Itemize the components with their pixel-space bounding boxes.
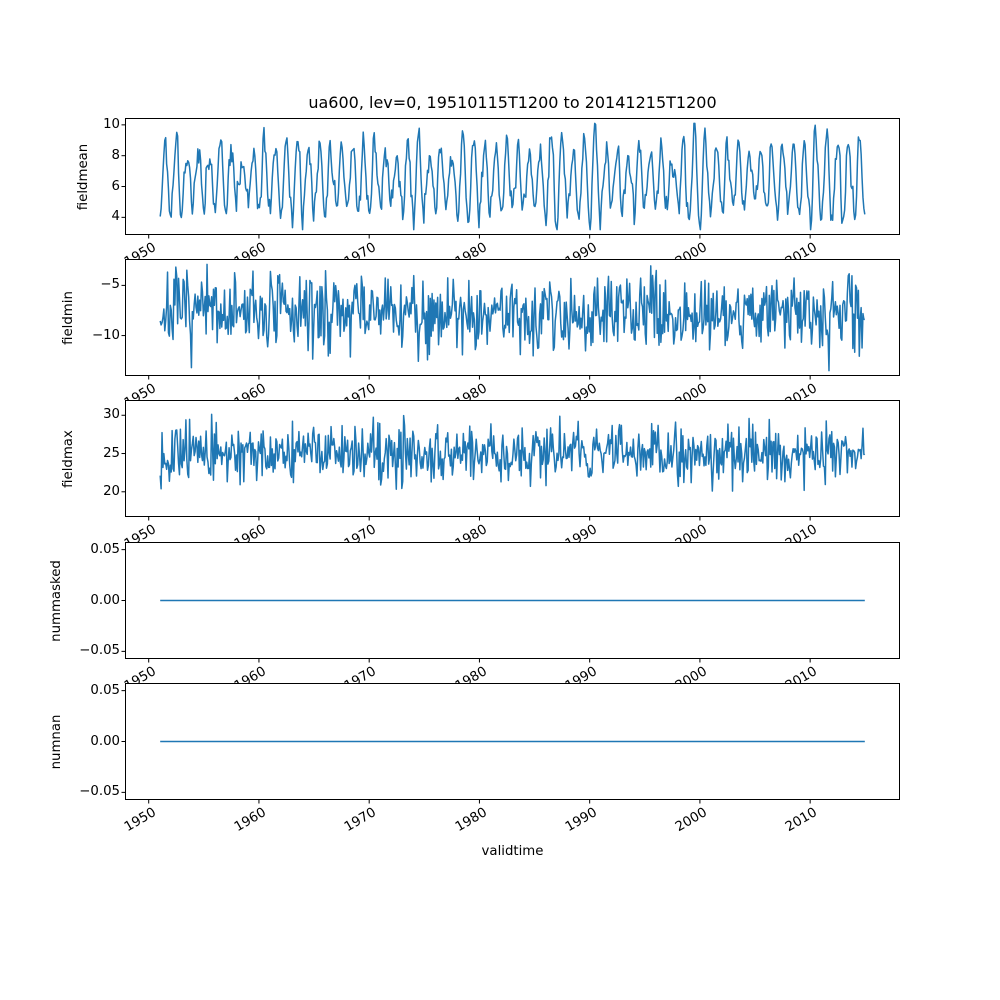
fieldmean-plot bbox=[121, 118, 900, 239]
fieldmin-line bbox=[159, 263, 865, 372]
x-tick-label: 1950 bbox=[121, 805, 159, 836]
y-tick-label: −0.05 bbox=[79, 784, 120, 800]
numnan-plot bbox=[121, 683, 900, 804]
y-tick-label: −10 bbox=[91, 327, 120, 343]
x-axis-label: validtime bbox=[481, 844, 544, 859]
axes-spines bbox=[125, 542, 900, 659]
y-tick-label: 0.00 bbox=[90, 592, 120, 608]
x-tick-label: 1980 bbox=[452, 805, 490, 836]
y-axis-label-fieldmin: fieldmin bbox=[61, 290, 76, 345]
axes-spines bbox=[125, 118, 900, 235]
y-tick-label: −5 bbox=[100, 277, 120, 293]
subplot-fieldmean-axes bbox=[121, 118, 900, 239]
subplot-nummasked-axes bbox=[121, 542, 900, 663]
fieldmin-plot bbox=[121, 259, 900, 380]
y-tick-label: −0.05 bbox=[79, 643, 120, 659]
y-tick-label: 30 bbox=[103, 407, 120, 423]
y-axis-label-nummasked: nummasked bbox=[49, 559, 64, 642]
y-axis-label-numnan: numnan bbox=[49, 714, 64, 769]
y-axis-label-fieldmax: fieldmax bbox=[61, 429, 76, 488]
axes-spines bbox=[125, 259, 900, 376]
subplot-fieldmax-axes bbox=[121, 400, 900, 521]
y-tick-label: 4 bbox=[111, 209, 120, 225]
y-tick-label: 10 bbox=[103, 116, 120, 132]
subplot-numnan-axes bbox=[121, 683, 900, 804]
y-tick-label: 0.05 bbox=[90, 541, 120, 557]
y-tick-label: 20 bbox=[103, 483, 120, 499]
fieldmean-line bbox=[159, 122, 866, 231]
axes-spines bbox=[125, 400, 900, 517]
x-tick-label: 2000 bbox=[673, 805, 710, 836]
axes-spines bbox=[125, 683, 900, 800]
x-tick-label: 2010 bbox=[783, 805, 821, 836]
fieldmax-line bbox=[159, 413, 866, 492]
fieldmax-plot bbox=[121, 400, 900, 521]
y-tick-label: 25 bbox=[103, 445, 120, 461]
figure-title: ua600, lev=0, 19510115T1200 to 20141215T… bbox=[308, 93, 717, 112]
y-tick-label: 0.05 bbox=[90, 682, 120, 698]
y-tick-label: 6 bbox=[111, 178, 120, 194]
x-tick-label: 1990 bbox=[562, 805, 600, 836]
y-axis-label-fieldmean: fieldmean bbox=[76, 143, 91, 210]
y-tick-label: 0.00 bbox=[90, 733, 120, 749]
y-tick-label: 8 bbox=[111, 147, 120, 163]
x-tick-label: 1970 bbox=[342, 805, 380, 836]
x-tick-label: 1960 bbox=[232, 805, 269, 836]
nummasked-plot bbox=[121, 542, 900, 663]
subplot-fieldmin-axes bbox=[121, 259, 900, 380]
